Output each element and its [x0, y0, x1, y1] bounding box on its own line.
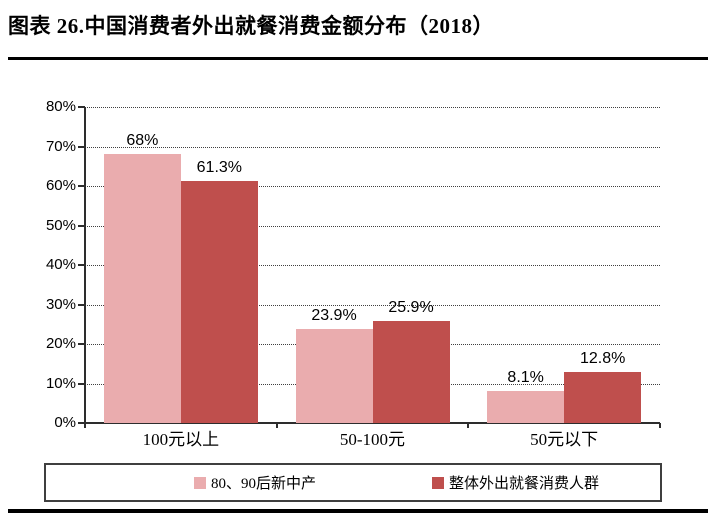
- gridline-80: [85, 107, 660, 108]
- bar-label-12.8%: 12.8%: [579, 350, 626, 368]
- y-axis-tick-20%: [78, 343, 85, 345]
- page-title: 图表 26.中国消费者外出就餐消费金额分布（2018）: [8, 14, 494, 38]
- legend-swatch-series2: [432, 476, 444, 489]
- y-axis-tick-0%: [78, 422, 85, 424]
- legend-entry-series1: 80、90后新中产: [194, 465, 316, 500]
- y-axis-tick-80%: [78, 106, 85, 108]
- bar-整体外出就餐消费人群-100元以上: [180, 180, 258, 423]
- x-axis-category-50-100元: 50-100元: [339, 430, 406, 449]
- y-axis: [84, 107, 86, 428]
- x-axis-tick-2: [467, 423, 470, 428]
- y-axis-label-10%: 10%: [45, 374, 76, 392]
- bar-label-68%: 68%: [126, 132, 159, 150]
- y-axis-label-80%: 80%: [45, 98, 76, 115]
- bar-80、90后新中产-100元以上: [103, 154, 181, 423]
- y-axis-tick-50%: [78, 224, 85, 227]
- legend-label-series2: 整体外出就餐消费人群: [449, 476, 600, 492]
- legend-swatch-series1: [194, 476, 206, 489]
- x-axis-tick-1: [275, 423, 278, 428]
- y-axis-label-30%: 30%: [45, 295, 76, 313]
- x-axis: [84, 422, 660, 424]
- y-axis-label-20%: 20%: [45, 335, 76, 352]
- y-axis-tick-70%: [78, 145, 85, 148]
- bar-label-23.9%: 23.9%: [311, 306, 357, 324]
- y-axis-label-40%: 40%: [45, 256, 76, 273]
- bar-label-61.3%: 61.3%: [196, 158, 243, 176]
- bar-整体外出就餐消费人群-50元以下: [564, 372, 642, 423]
- title-underline: [8, 57, 708, 60]
- x-axis-category-50元以下: 50元以下: [530, 430, 599, 449]
- y-axis-tick-40%: [78, 264, 85, 266]
- bar-80、90后新中产-50-100元: [295, 328, 373, 423]
- y-axis-label-70%: 70%: [45, 137, 76, 155]
- legend-label-series1: 80、90后新中产: [211, 476, 317, 492]
- bar-整体外出就餐消费人群-50-100元: [372, 320, 450, 423]
- y-axis-tick-10%: [78, 382, 85, 385]
- gridline-70: [85, 146, 660, 148]
- gridline-60: [85, 186, 660, 187]
- bar-label-25.9%: 25.9%: [388, 298, 434, 316]
- bottom-border-line: [8, 509, 708, 513]
- gridline-50: [85, 225, 660, 227]
- x-axis-tick-3: [659, 423, 661, 428]
- x-axis-category-100元以上: 100元以上: [142, 430, 220, 449]
- legend-entry-series2: 整体外出就餐消费人群: [432, 465, 599, 500]
- x-axis-tick-0: [84, 423, 86, 428]
- bar-label-8.1%: 8.1%: [507, 369, 544, 386]
- y-axis-tick-30%: [78, 303, 85, 306]
- gridline-30: [85, 304, 660, 306]
- y-axis-tick-60%: [78, 185, 85, 187]
- chart-legend: 80、90后新中产 整体外出就餐消费人群: [44, 463, 662, 502]
- gridline-40: [85, 265, 660, 266]
- y-axis-label-50%: 50%: [45, 216, 76, 234]
- y-axis-label-0%: 0%: [54, 414, 76, 431]
- bar-80、90后新中产-50元以下: [487, 391, 565, 423]
- y-axis-label-60%: 60%: [45, 177, 76, 194]
